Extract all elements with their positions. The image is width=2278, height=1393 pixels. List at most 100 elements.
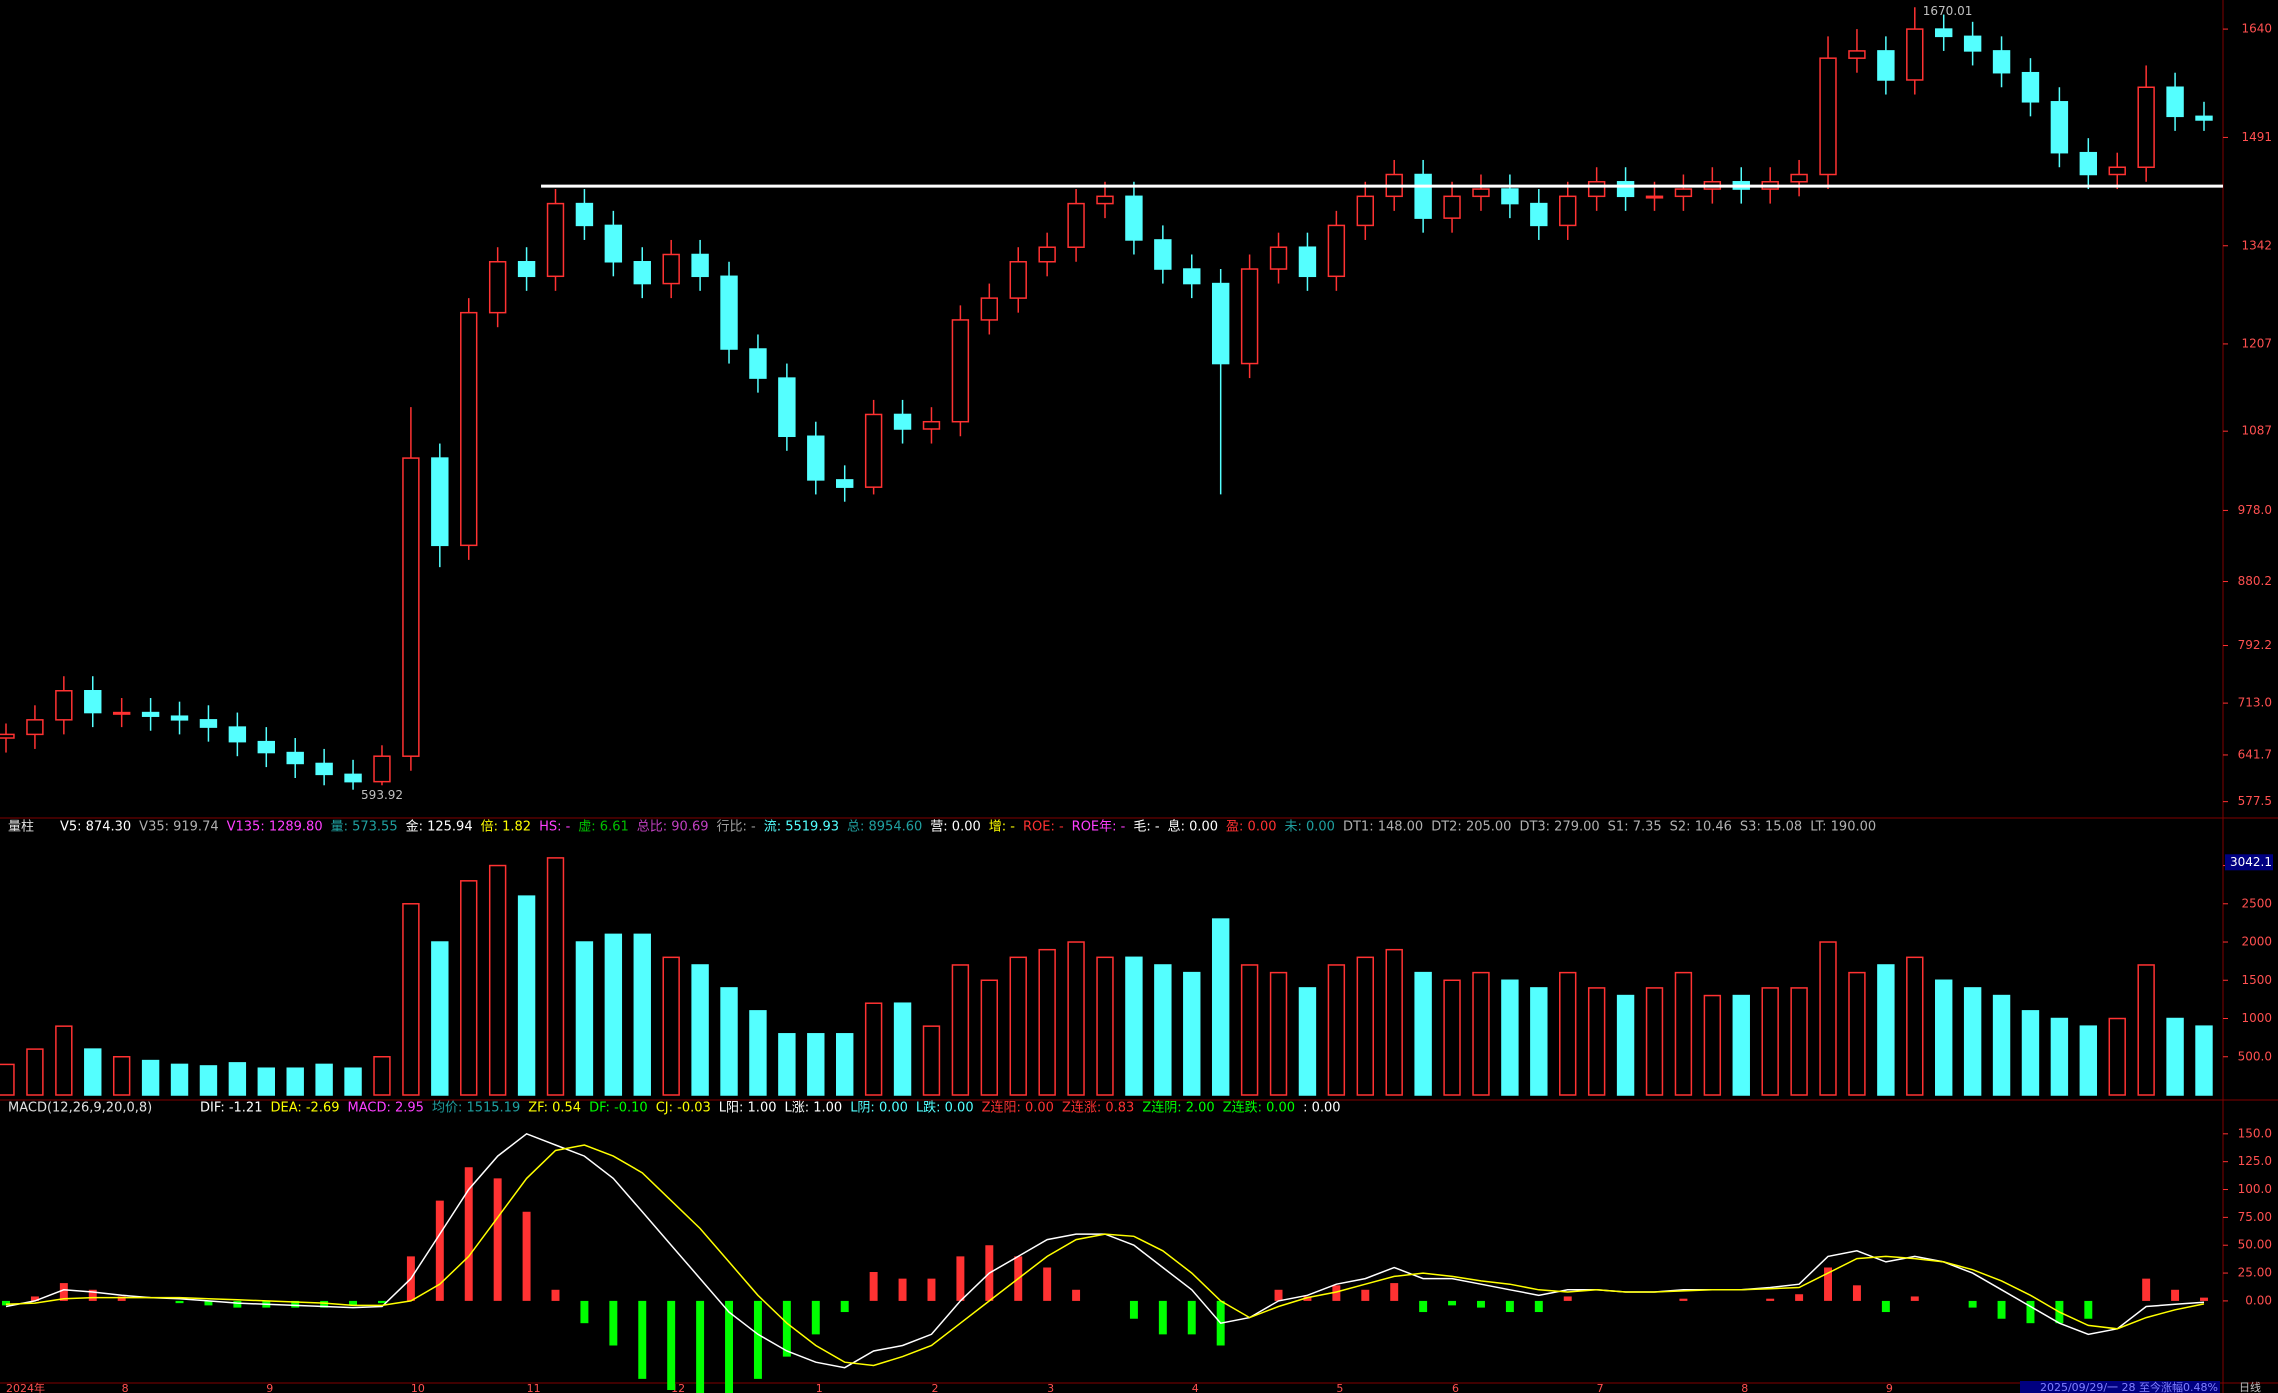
macd-line (5, 1144, 2205, 1367)
candle-body (951, 319, 970, 423)
volume-bar (2166, 1017, 2184, 1096)
candle-body (1269, 246, 1288, 270)
y-tick-label: 1640 (2241, 22, 2272, 36)
x-tick-label: 9 (1886, 1382, 1893, 1393)
volume-bar (1501, 979, 1519, 1096)
candle-body (922, 420, 941, 430)
y-tick-label: 50.00 (2238, 1238, 2272, 1252)
candle-body (1211, 282, 1230, 365)
volume-bar (1963, 987, 1982, 1096)
candle-body (1877, 50, 1895, 81)
header-item: Z连阳: 0.00 (982, 1100, 1054, 1116)
volume-bar (691, 964, 709, 1096)
header-item: S1: 7.35 (1608, 820, 1662, 835)
candle-body (431, 457, 449, 547)
header-item: HS: - (539, 820, 571, 835)
x-tick-label: 4 (1192, 1382, 1199, 1393)
candle-body (980, 297, 999, 321)
candle-body (2166, 86, 2184, 118)
volume-bar (488, 864, 507, 1096)
candle-body (1067, 202, 1085, 248)
candle-body (2137, 86, 2155, 168)
volume-bar (1559, 971, 1577, 1096)
volume-bar (84, 1048, 102, 1096)
candle-body (2050, 101, 2069, 154)
candle-body (662, 253, 680, 285)
y-tick-label: 1491 (2241, 130, 2272, 144)
header-item: L阴: 0.00 (850, 1101, 908, 1116)
candle-body (807, 435, 825, 481)
candle-body (2108, 166, 2126, 176)
volume-bar (2108, 1017, 2126, 1096)
header-item: Z连涨: 0.83 (1062, 1100, 1134, 1116)
volume-bar (1674, 971, 1693, 1096)
candle-body (2021, 71, 2040, 103)
volume-bar (315, 1063, 333, 1096)
volume-bar (2050, 1017, 2069, 1096)
y-tick-label: 577.5 (2238, 794, 2272, 808)
candle-body (1992, 50, 2011, 74)
y-tick-label: 125.0 (2238, 1154, 2272, 1168)
y-tick-label: 641.7 (2238, 747, 2272, 761)
candle-body (517, 261, 536, 278)
volume-bar (1356, 956, 1374, 1096)
y-tick-label: 1087 (2241, 424, 2272, 438)
candle-body (1472, 188, 1490, 198)
candle-body (84, 690, 102, 714)
y-tick-label: 1342 (2241, 238, 2272, 252)
header-item: 营: 0.00 (930, 820, 980, 835)
volume-bar (1154, 964, 1172, 1096)
header-item: 增: - (989, 820, 1016, 835)
header-item: ROE: - (1023, 820, 1064, 835)
header-item: 金: 125.94 (406, 819, 473, 835)
header-item: L阳: 1.00 (719, 1101, 777, 1116)
candle-body (2079, 151, 2098, 176)
volume-bar (286, 1067, 304, 1096)
x-tick-label: 6 (1452, 1382, 1459, 1393)
candle-body (864, 413, 883, 488)
volume-bar (170, 1063, 189, 1096)
footer-period: 日线 (2239, 1380, 2261, 1393)
header-item: 毛: - (1133, 820, 1160, 835)
candle-body (141, 711, 160, 717)
header-item: MACD: 2.95 (348, 1101, 424, 1116)
candle-body (286, 751, 304, 765)
volume-bar (1906, 956, 1924, 1096)
volume-bar (1443, 979, 1461, 1096)
candle-body (460, 311, 478, 547)
y-tick-label: 500.0 (2238, 1049, 2272, 1063)
header-item: 流: 5519.93 (764, 820, 839, 835)
volume-bar (1616, 994, 1635, 1096)
header-item: ZF: 0.54 (528, 1101, 581, 1116)
volume-bar (2195, 1025, 2213, 1096)
volume-bar (26, 1048, 44, 1096)
volume-bar (55, 1025, 73, 1096)
header-item: L涨: 1.00 (784, 1101, 842, 1116)
header-item: 盈: 0.00 (1226, 820, 1276, 835)
footer-range: 2025/09/29/一 28 至今涨幅0.48% (2040, 1380, 2218, 1393)
candle-body (1298, 246, 1317, 278)
candle-body (1009, 261, 1027, 299)
volume-bar (749, 1010, 767, 1096)
header-item: DEA: -2.69 (270, 1101, 339, 1116)
header-item: S3: 15.08 (1740, 820, 1802, 835)
header-item: ROE年: - (1072, 820, 1126, 835)
volume-bar (1183, 971, 1201, 1096)
candle-body (604, 224, 623, 263)
volume-bar (778, 1033, 796, 1096)
y-tick-label: 150.0 (2238, 1126, 2272, 1140)
candle-body (1587, 181, 1606, 198)
y-tick-label: 1500 (2241, 973, 2272, 987)
header-item: V135: 1289.80 (227, 820, 323, 835)
volume-bar (1327, 964, 1346, 1096)
volume-bar (1848, 971, 1866, 1096)
candle-body (546, 202, 565, 278)
candle-body (1559, 195, 1577, 227)
candle-body (228, 726, 247, 743)
candle-body (488, 261, 507, 314)
marker-box (2225, 854, 2273, 871)
volume-bar (517, 895, 536, 1096)
candle-body (1906, 28, 1924, 81)
x-tick-label: 1 (816, 1382, 823, 1393)
header-item: DT3: 279.00 (1519, 820, 1599, 835)
